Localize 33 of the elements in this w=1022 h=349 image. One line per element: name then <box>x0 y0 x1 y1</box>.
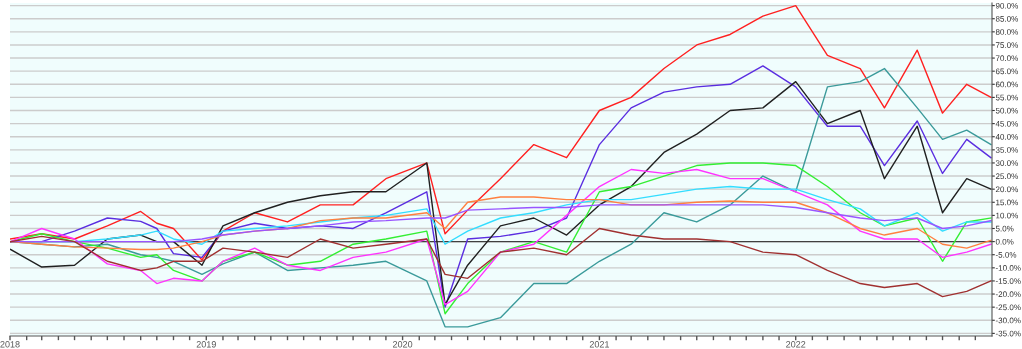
y-tick-label: 25.0% <box>995 173 1019 180</box>
y-tick-label: -15.0% <box>995 278 1021 284</box>
y-tick-label: 90.0% <box>995 2 1019 9</box>
x-tick-label: 2020 <box>393 341 413 348</box>
y-tick-label: 80.0% <box>995 29 1019 35</box>
y-tick-label: 65.0% <box>995 68 1019 75</box>
y-tick-label: -30.0% <box>995 317 1021 324</box>
line-series <box>10 227 992 298</box>
x-tick-label: 2019 <box>196 341 216 348</box>
y-tick-label: 10.0% <box>996 212 1019 219</box>
y-tick-label: 15.0% <box>996 199 1019 206</box>
y-tick-label: 20.0% <box>995 186 1019 193</box>
x-tick-label: 2022 <box>786 341 806 348</box>
y-tick-label: -5.0% <box>995 252 1017 258</box>
y-tick-label: 85.0% <box>995 16 1019 22</box>
y-tick-label: 45.0% <box>995 120 1019 127</box>
y-tick-label: 40.0% <box>995 134 1019 140</box>
y-tick-label: 60.0% <box>995 81 1019 88</box>
y-tick-label: -35.0% <box>995 330 1021 337</box>
y-tick-label: 5.0% <box>995 225 1014 232</box>
y-tick-label: 75.0% <box>995 42 1019 48</box>
x-tick-label: 2021 <box>589 341 610 348</box>
y-tick-label: 35.0% <box>995 147 1019 153</box>
y-tick-label: 30.0% <box>995 160 1019 166</box>
y-tick-label: -10.0% <box>995 265 1021 271</box>
y-tick-label: -25.0% <box>995 304 1021 311</box>
y-tick-label: 70.0% <box>995 55 1019 62</box>
y-tick-label: -20.0% <box>995 291 1021 298</box>
y-tick-label: 50.0% <box>995 107 1019 114</box>
line-series <box>10 4 992 261</box>
x-tick-label: 2018 <box>0 341 20 348</box>
y-tick-label: 0.0% <box>995 238 1014 245</box>
y-tick-label: 55.0% <box>995 94 1019 101</box>
